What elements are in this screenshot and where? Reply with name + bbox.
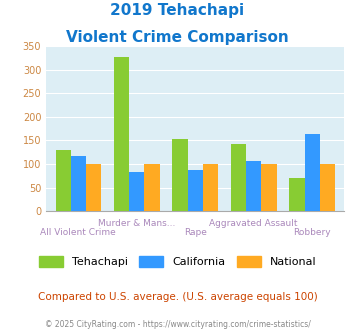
Text: Aggravated Assault: Aggravated Assault	[209, 219, 298, 228]
Bar	[231, 144, 246, 211]
Bar	[320, 164, 335, 211]
Bar	[305, 134, 320, 211]
Bar	[144, 164, 160, 211]
Text: Rape: Rape	[184, 228, 207, 237]
Bar	[129, 172, 144, 211]
Bar	[188, 170, 203, 211]
Text: All Violent Crime: All Violent Crime	[40, 228, 116, 237]
Legend: Tehachapi, California, National: Tehachapi, California, National	[34, 251, 321, 272]
Text: Murder & Mans...: Murder & Mans...	[98, 219, 175, 228]
Text: Violent Crime Comparison: Violent Crime Comparison	[66, 30, 289, 45]
Text: © 2025 CityRating.com - https://www.cityrating.com/crime-statistics/: © 2025 CityRating.com - https://www.city…	[45, 320, 310, 329]
Bar	[173, 139, 188, 211]
Text: Compared to U.S. average. (U.S. average equals 100): Compared to U.S. average. (U.S. average …	[38, 292, 317, 302]
Bar	[203, 164, 218, 211]
Bar	[71, 156, 86, 211]
Bar	[246, 161, 261, 211]
Bar	[86, 164, 101, 211]
Bar	[289, 178, 305, 211]
Bar	[261, 164, 277, 211]
Bar	[55, 150, 71, 211]
Text: 2019 Tehachapi: 2019 Tehachapi	[110, 3, 245, 18]
Text: Robbery: Robbery	[293, 228, 331, 237]
Bar	[114, 57, 129, 211]
